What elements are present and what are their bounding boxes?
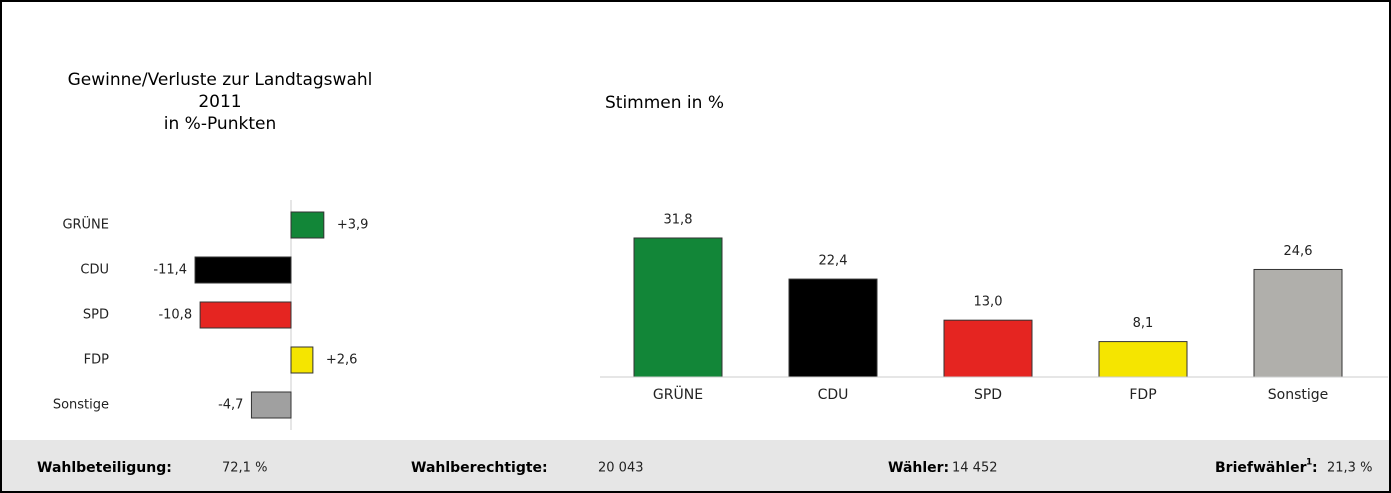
footer-value: 20 043 bbox=[598, 461, 644, 476]
footer-label: Wahlbeteiligung: bbox=[37, 460, 172, 476]
category-label: SPD bbox=[974, 387, 1002, 403]
value-label: -11,4 bbox=[153, 263, 187, 278]
footer-colon: : bbox=[1312, 460, 1318, 476]
right-title: Stimmen in % bbox=[605, 93, 724, 113]
category-label: FDP bbox=[84, 353, 109, 368]
left-title: in %-Punkten bbox=[164, 114, 276, 134]
category-label: CDU bbox=[818, 387, 849, 403]
value-label: 31,8 bbox=[664, 212, 693, 227]
bar bbox=[1098, 341, 1188, 378]
value-label: 8,1 bbox=[1133, 316, 1154, 331]
category-label: Sonstige bbox=[53, 398, 109, 413]
value-label: 24,6 bbox=[1284, 244, 1313, 259]
value-label: +3,9 bbox=[337, 218, 369, 233]
bar bbox=[250, 391, 292, 419]
category-label: GRÜNE bbox=[653, 385, 703, 403]
footer-band bbox=[2, 440, 1389, 491]
value-label: +2,6 bbox=[326, 353, 358, 368]
value-label: 13,0 bbox=[974, 295, 1003, 310]
bar bbox=[633, 237, 723, 378]
value-label: -10,8 bbox=[158, 308, 192, 323]
bar bbox=[290, 211, 325, 239]
category-label: FDP bbox=[1129, 387, 1156, 403]
category-label: SPD bbox=[83, 308, 109, 323]
footer-label: Wahlberechtigte: bbox=[411, 460, 548, 476]
bar bbox=[199, 301, 292, 329]
footnote-mark: 1 bbox=[1306, 458, 1312, 468]
value-label: -4,7 bbox=[218, 398, 243, 413]
left-title: 2011 bbox=[198, 92, 241, 112]
footer-label: Briefwähler bbox=[1215, 460, 1307, 476]
bar bbox=[194, 256, 292, 284]
bar bbox=[788, 278, 878, 378]
bar bbox=[290, 346, 314, 374]
category-label: CDU bbox=[80, 263, 109, 278]
bar bbox=[1253, 268, 1343, 378]
footer-value: 72,1 % bbox=[222, 461, 267, 476]
footer-value: 21,3 % bbox=[1327, 461, 1372, 476]
left-title: Gewinne/Verluste zur Landtagswahl bbox=[68, 70, 373, 90]
category-label: GRÜNE bbox=[62, 216, 109, 233]
bar bbox=[943, 319, 1033, 378]
footer-label: Wähler: bbox=[888, 460, 949, 476]
category-label: Sonstige bbox=[1268, 387, 1329, 403]
value-label: 22,4 bbox=[819, 254, 848, 269]
footer-value: 14 452 bbox=[952, 461, 998, 476]
